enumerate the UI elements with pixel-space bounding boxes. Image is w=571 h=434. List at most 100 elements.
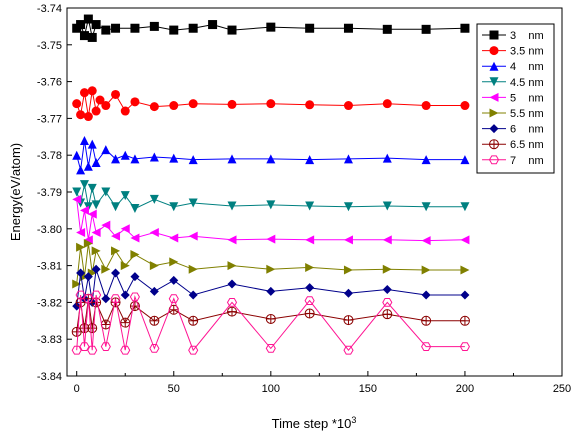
data-point	[101, 294, 111, 304]
data-point	[83, 239, 93, 249]
data-point	[304, 296, 315, 305]
data-point	[79, 342, 90, 351]
legend-box	[476, 23, 555, 174]
data-point	[382, 235, 392, 245]
legend-marker	[489, 92, 499, 102]
data-point	[101, 101, 111, 111]
data-point	[188, 290, 198, 300]
x-tick-label: 100	[262, 383, 280, 395]
data-point	[421, 265, 431, 275]
data-point	[76, 242, 86, 252]
data-point	[130, 272, 140, 282]
data-point	[421, 342, 432, 351]
data-point	[343, 315, 354, 326]
x-axis-title-sup: 3	[351, 415, 356, 425]
data-point	[87, 345, 98, 355]
data-point	[120, 106, 130, 116]
data-point	[421, 24, 431, 34]
series-line	[76, 269, 465, 307]
y-tick-label: -3.78	[37, 150, 62, 162]
data-point	[83, 161, 93, 171]
data-point	[149, 344, 160, 353]
data-point	[343, 154, 353, 164]
data-point	[76, 165, 86, 175]
legend-marker	[489, 124, 499, 134]
legend-label: 3 nm	[510, 30, 544, 42]
data-point	[95, 95, 105, 105]
data-point	[110, 294, 121, 304]
data-point	[169, 202, 179, 212]
data-point	[87, 323, 98, 334]
data-point	[91, 106, 101, 116]
data-point	[188, 198, 198, 208]
legend-label: 5.5 nm	[510, 108, 544, 120]
data-point	[79, 88, 89, 98]
series-line	[76, 243, 465, 285]
data-point	[168, 294, 179, 304]
data-point	[305, 283, 315, 293]
data-point	[72, 150, 82, 160]
data-point	[343, 202, 353, 212]
data-point	[91, 264, 101, 274]
y-tick-label: -3.82	[37, 297, 62, 309]
data-point	[91, 20, 101, 30]
data-point	[101, 25, 111, 35]
data-point	[382, 153, 392, 163]
data-point	[208, 20, 218, 30]
legend-label: 4 nm	[510, 61, 544, 73]
series-0	[72, 14, 470, 42]
data-point	[460, 155, 470, 165]
data-point	[227, 154, 237, 164]
data-point	[111, 202, 121, 212]
data-point	[72, 279, 82, 289]
data-point	[188, 315, 199, 326]
data-point	[83, 272, 93, 282]
data-point	[421, 290, 431, 300]
data-point	[343, 235, 353, 245]
data-point	[169, 257, 179, 267]
data-point	[83, 112, 93, 122]
series-line	[76, 294, 465, 352]
data-point	[305, 23, 315, 33]
legend-label: 5 nm	[510, 92, 544, 104]
data-point	[130, 97, 140, 107]
data-point	[169, 153, 179, 163]
data-point	[72, 301, 82, 311]
data-point	[266, 234, 276, 244]
data-point	[149, 152, 159, 162]
data-point	[343, 101, 353, 111]
data-point	[130, 23, 140, 33]
legend-marker	[489, 77, 499, 87]
data-point	[130, 233, 140, 243]
series-5	[72, 239, 470, 289]
data-point	[169, 233, 179, 243]
data-point	[149, 286, 159, 296]
data-point	[169, 275, 179, 285]
data-point	[79, 205, 89, 215]
x-axis-title: Time step *103	[272, 415, 357, 431]
data-point	[460, 23, 470, 33]
x-tick-label: 0	[74, 383, 80, 395]
data-point	[75, 290, 86, 300]
data-point	[188, 231, 198, 241]
data-point	[76, 268, 86, 278]
data-point	[343, 288, 353, 298]
data-point	[226, 298, 238, 307]
y-tick-label: -3.80	[37, 224, 62, 236]
data-point	[100, 342, 111, 351]
data-point	[460, 290, 470, 300]
legend-label: 3.5 nm	[510, 46, 544, 58]
data-point	[382, 309, 393, 320]
data-point	[87, 183, 97, 193]
data-point	[382, 285, 392, 295]
data-point	[111, 246, 121, 256]
y-tick-label: -3.84	[37, 371, 62, 383]
data-point	[421, 101, 431, 111]
data-point	[304, 308, 315, 319]
data-point	[101, 145, 111, 155]
y-axis-title: Energy(eV/atom)	[8, 143, 23, 241]
data-point	[76, 110, 86, 120]
data-point	[72, 187, 82, 197]
data-point	[421, 315, 432, 326]
